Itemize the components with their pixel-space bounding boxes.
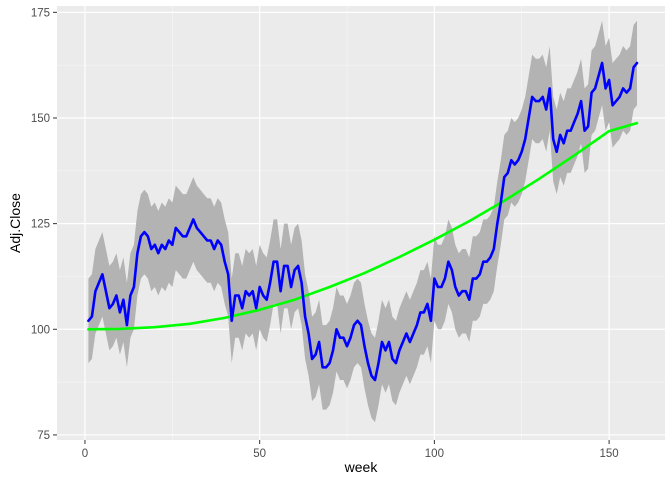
price-line (87, 61, 639, 382)
x-tick-label: 50 (253, 448, 266, 460)
price-line-path (87, 61, 639, 382)
x-tick-label: 0 (82, 448, 88, 460)
trend-line-path (87, 121, 639, 331)
trend-line (87, 121, 639, 331)
y-axis-title: Adj.Close (7, 193, 23, 253)
grid-major (57, 6, 665, 440)
x-tick-label: 100 (425, 448, 444, 460)
y-tick-label: 75 (37, 430, 50, 442)
y-tick-label: 125 (31, 219, 50, 231)
y-tick-label: 150 (31, 113, 50, 125)
x-axis-title: week (344, 459, 379, 475)
y-tick-label: 175 (31, 7, 50, 19)
y-axis: 75 100 125 150 175 (31, 7, 57, 442)
x-tick-label: 150 (599, 448, 618, 460)
y-tick-label: 100 (31, 324, 50, 336)
x-axis: 0 50 100 150 (82, 440, 619, 460)
